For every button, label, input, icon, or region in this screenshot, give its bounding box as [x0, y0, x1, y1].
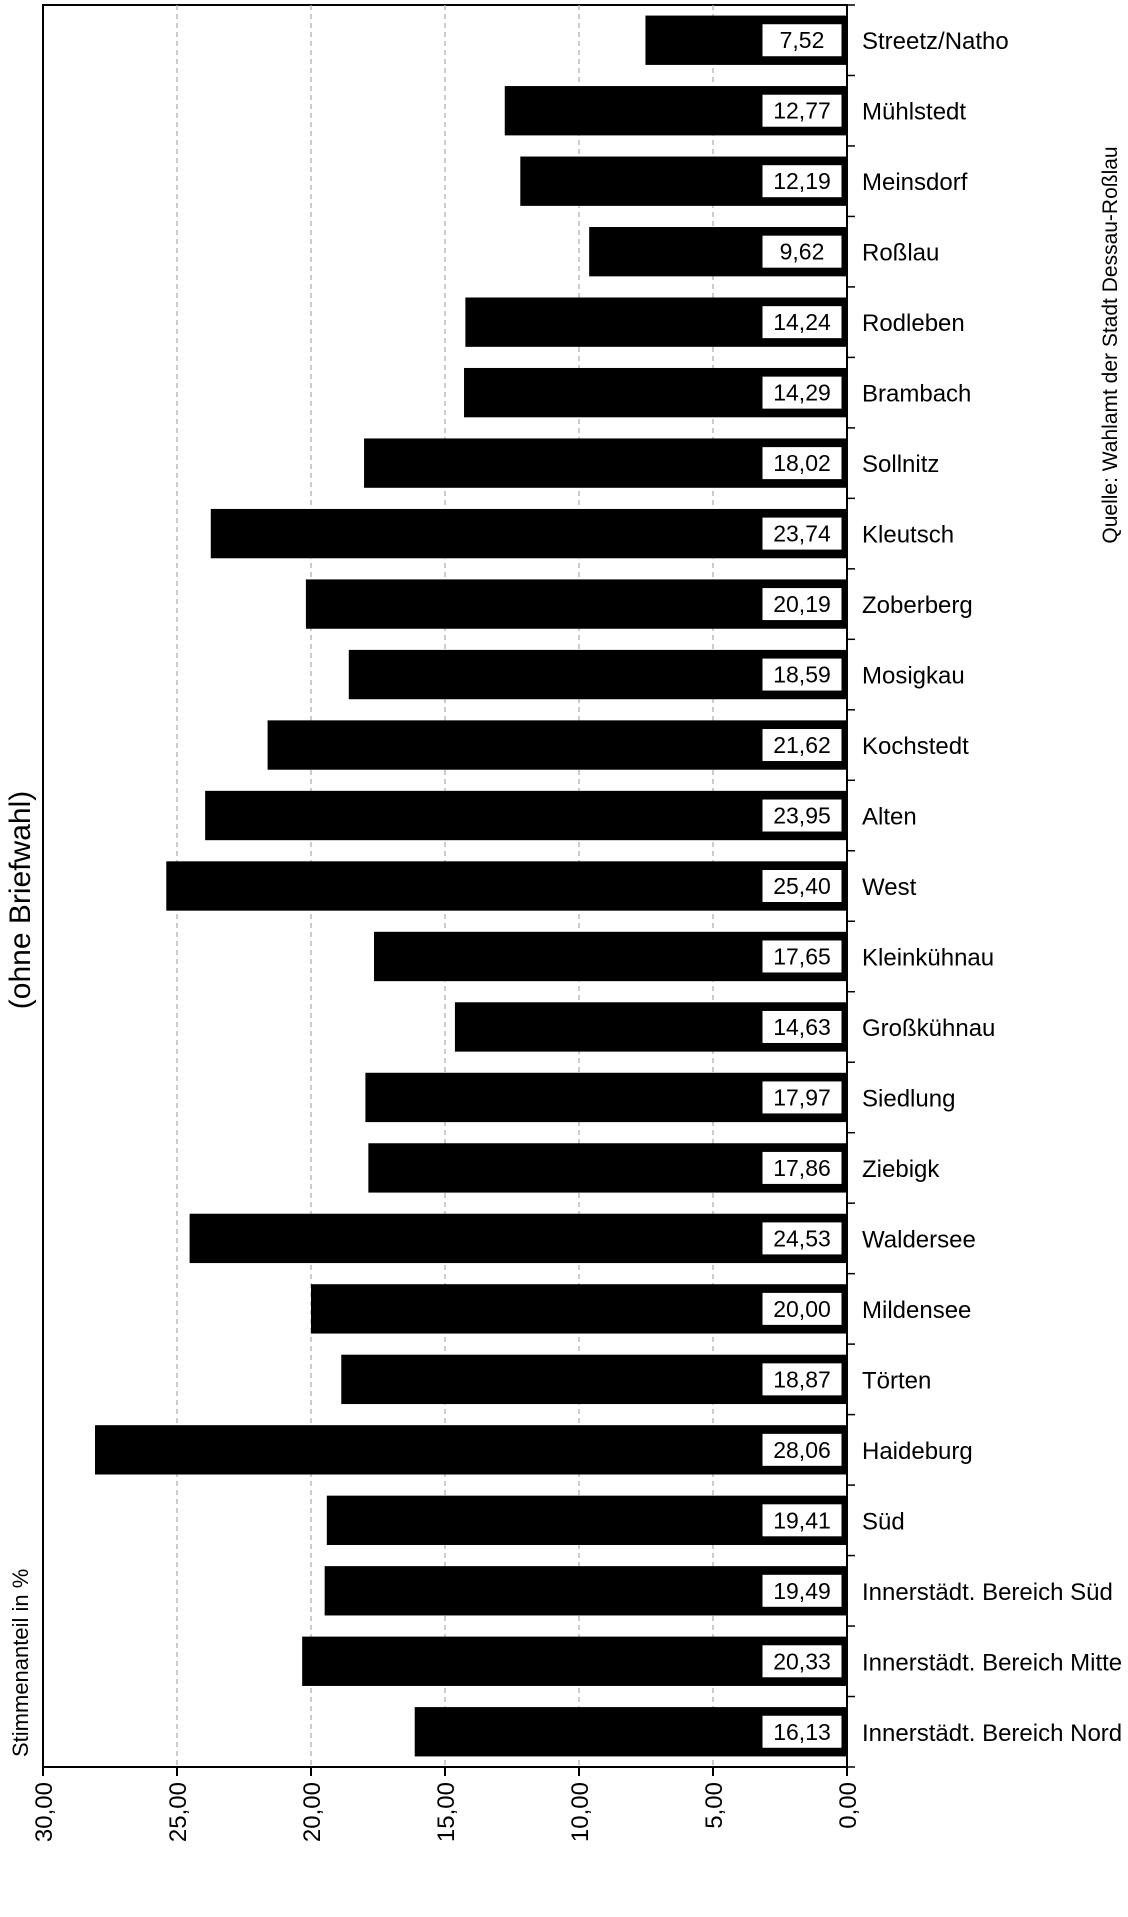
data-label: 20,00 — [773, 1296, 831, 1322]
data-label-box — [761, 798, 843, 833]
data-label-box — [761, 1291, 843, 1326]
category-label: Innerstädt. Bereich Süd — [862, 1579, 1113, 1606]
bar — [326, 1495, 847, 1545]
data-label: 14,29 — [773, 380, 831, 406]
data-label-box — [761, 93, 843, 128]
data-label: 23,95 — [773, 803, 831, 829]
category-label: West — [862, 874, 917, 901]
x-tick-label: 20,00 — [299, 1782, 326, 1842]
category-label: Rodleben — [862, 310, 965, 337]
data-label-box — [761, 1503, 843, 1538]
category-label: Siedlung — [862, 1085, 955, 1112]
data-label-box — [761, 1150, 843, 1185]
data-label: 23,74 — [773, 521, 831, 547]
data-label: 17,65 — [773, 943, 831, 969]
x-tick-label: 25,00 — [165, 1782, 192, 1842]
category-label: Kleinkühnau — [862, 944, 994, 971]
data-label: 9,62 — [780, 239, 825, 265]
data-label: 18,59 — [773, 662, 831, 688]
data-label-box — [761, 869, 843, 903]
bar — [324, 1566, 848, 1616]
data-label: 12,77 — [773, 98, 831, 124]
bar — [205, 790, 847, 841]
data-label-box — [761, 164, 843, 199]
data-label-box — [761, 1221, 843, 1256]
bar — [94, 1425, 847, 1475]
data-label: 14,63 — [773, 1014, 831, 1040]
category-label: Kleutsch — [862, 522, 954, 549]
data-label: 17,86 — [773, 1155, 831, 1181]
data-label: 16,13 — [773, 1719, 831, 1745]
data-label-box — [761, 1009, 843, 1044]
x-tick-label: 0,00 — [835, 1782, 862, 1829]
category-label: Haideburg — [862, 1438, 973, 1465]
data-label-box — [761, 234, 843, 269]
category-label: Ziebigk — [862, 1156, 940, 1183]
x-tick-label: 5,00 — [701, 1782, 728, 1829]
data-label-box — [761, 375, 843, 410]
data-label: 18,02 — [773, 450, 831, 476]
bar — [267, 720, 848, 770]
bars: 7,52 Streetz/Natho 12,77 Mühlstedt 12,19 Mein… — [94, 15, 1122, 1757]
data-label-box — [761, 516, 843, 551]
data-label-box — [761, 1362, 843, 1397]
category-label: Alten — [862, 804, 917, 831]
bar — [189, 1213, 847, 1264]
data-label-box — [761, 1080, 843, 1115]
category-label: Zoberberg — [862, 592, 973, 619]
category-label: Großkühnau — [862, 1015, 995, 1042]
category-label: Sollnitz — [862, 451, 939, 478]
category-label: Innerstädt. Bereich Nord — [862, 1720, 1122, 1747]
x-axis: 30,00 25,00 20,00 15,00 10,00 5,00 0,00 — [31, 4, 862, 1842]
data-label-box — [761, 1714, 843, 1749]
x-tick-label: 15,00 — [433, 1782, 460, 1842]
category-label: Süd — [862, 1508, 905, 1535]
category-label: Mosigkau — [862, 663, 965, 690]
data-label-box — [761, 657, 843, 692]
data-label: 14,24 — [773, 309, 831, 335]
data-label: 20,19 — [773, 591, 831, 617]
data-label: 20,33 — [773, 1648, 831, 1674]
data-label-box — [761, 446, 843, 481]
category-label: Meinsdorf — [862, 169, 968, 196]
category-label: Innerstädt. Bereich Mitte — [862, 1649, 1122, 1676]
data-label: 28,06 — [773, 1437, 831, 1463]
data-label-box — [761, 939, 843, 974]
data-label-box — [761, 728, 843, 763]
data-label: 17,97 — [773, 1084, 831, 1110]
data-label-box — [761, 1432, 843, 1467]
x-tick-label: 30,00 — [31, 1782, 58, 1842]
data-label-box — [761, 23, 843, 58]
bar — [305, 579, 848, 629]
data-label: 24,53 — [773, 1225, 831, 1251]
bar — [302, 1636, 847, 1686]
x-tick-label: 10,00 — [567, 1782, 594, 1842]
source-note: Quelle: Wahlamt der Stadt Dessau-Roßlau — [1099, 146, 1122, 543]
category-label: Mühlstedt — [862, 99, 966, 126]
data-label: 12,19 — [773, 168, 831, 194]
bar — [166, 861, 847, 911]
data-label: 19,49 — [773, 1578, 831, 1604]
chart-side-title: (ohne Briefwahl) — [4, 791, 37, 1009]
data-label-box — [761, 587, 843, 622]
data-label: 7,52 — [780, 27, 825, 53]
category-label: Kochstedt — [862, 733, 969, 760]
bar — [210, 508, 847, 559]
category-label: Brambach — [862, 381, 971, 408]
category-label: Roßlau — [862, 240, 939, 267]
data-label: 25,40 — [773, 873, 831, 899]
category-label: Törten — [862, 1367, 931, 1394]
data-label-box — [761, 1573, 843, 1608]
data-label: 19,41 — [773, 1507, 831, 1533]
data-label-box — [761, 1644, 843, 1679]
bar — [311, 1284, 847, 1334]
category-label: Streetz/Natho — [862, 28, 1009, 55]
data-label-box — [761, 305, 843, 340]
data-label: 21,62 — [773, 732, 831, 758]
category-label: Waldersee — [862, 1226, 976, 1253]
category-label: Mildensee — [862, 1297, 971, 1324]
data-label: 18,87 — [773, 1366, 831, 1392]
y-axis-title: Stimmenanteil in % — [8, 1569, 33, 1757]
